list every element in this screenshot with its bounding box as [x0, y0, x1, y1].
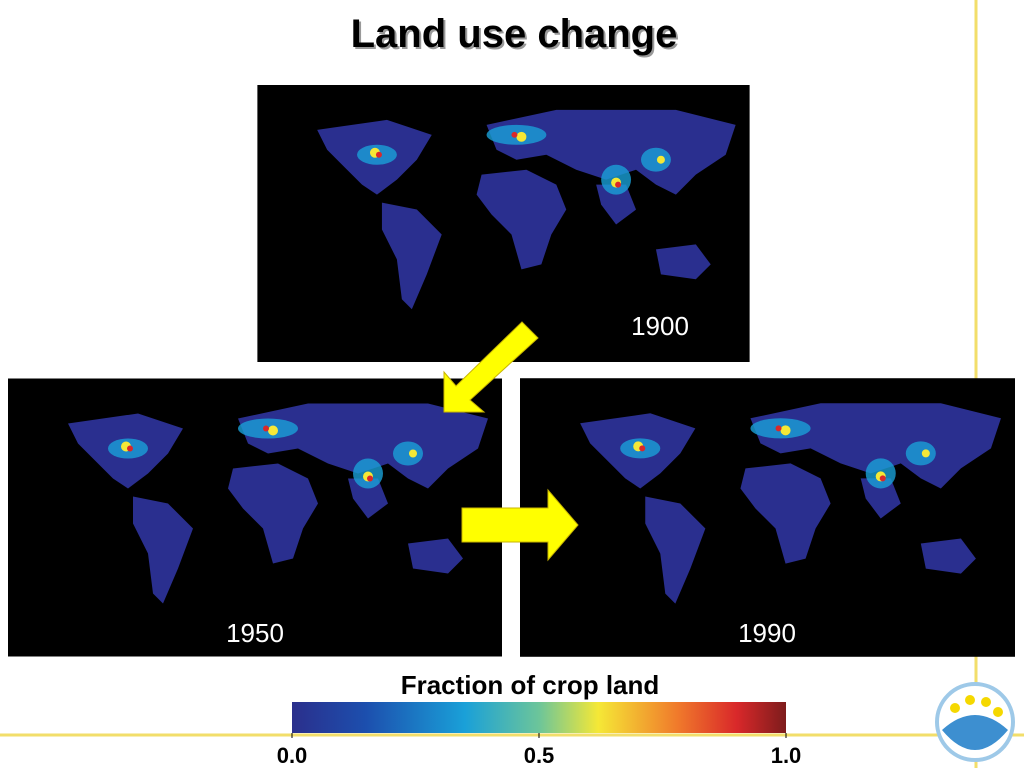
- title: Land use change: [351, 12, 678, 56]
- map-year: 1950: [226, 618, 284, 648]
- tick-label: 0.0: [277, 743, 308, 768]
- map: [520, 378, 1015, 657]
- map: [8, 378, 502, 657]
- arrow: [443, 321, 539, 413]
- colorbar-ticks: 0.0 0.5 1.0: [277, 733, 802, 768]
- map-year: 1900: [631, 311, 689, 341]
- title-shadow: Land use change: [353, 14, 680, 58]
- arrow: [461, 488, 579, 562]
- colorbar: [292, 702, 786, 733]
- map-year: 1990: [738, 618, 796, 648]
- logo: [935, 682, 1015, 762]
- colorbar-label: Fraction of crop land: [401, 670, 660, 700]
- tick-label: 1.0: [771, 743, 802, 768]
- tick-label: 0.5: [524, 743, 555, 768]
